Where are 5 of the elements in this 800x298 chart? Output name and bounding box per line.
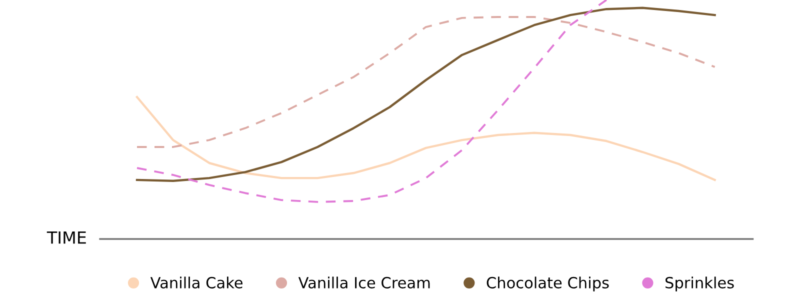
legend-label: Chocolate Chips <box>486 276 609 292</box>
legend-label: Vanilla Cake <box>150 276 242 288</box>
x-axis-title: TIME <box>46 231 86 244</box>
legend-label: Vanilla Ice Cream <box>298 276 430 288</box>
legend-label: Sprinkles <box>666 276 734 292</box>
